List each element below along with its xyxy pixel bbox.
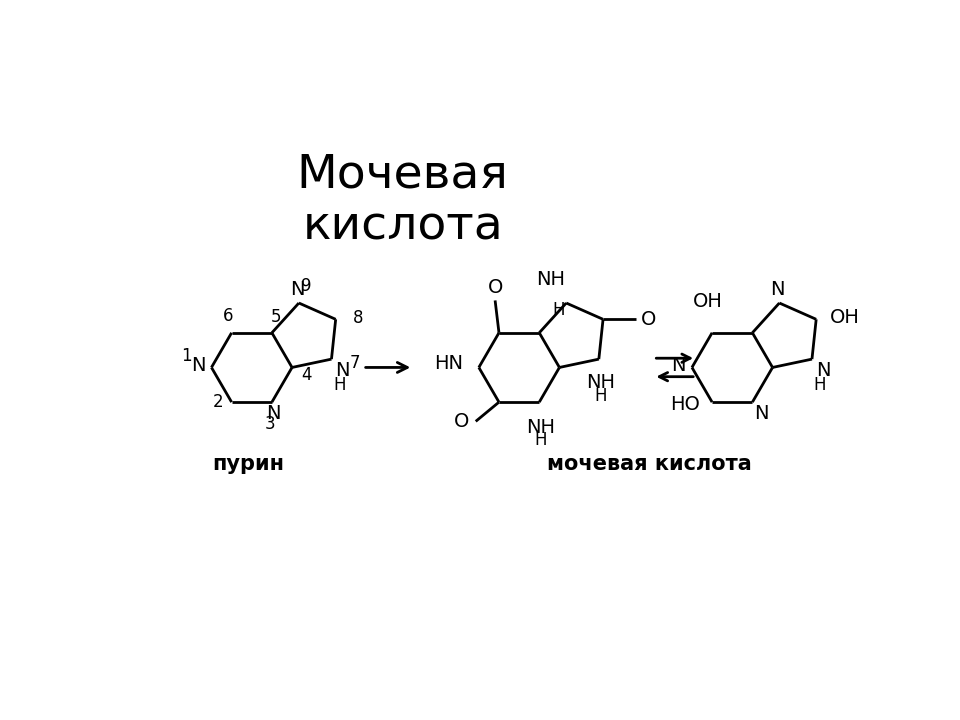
Text: 4: 4 [300,366,311,384]
Text: N: N [671,356,685,374]
Text: H: H [552,301,564,319]
Text: OH: OH [693,292,723,311]
Text: H: H [535,431,547,449]
Text: 2: 2 [212,393,223,411]
Text: OH: OH [830,308,860,328]
Text: 7: 7 [349,354,360,372]
Text: N: N [754,405,768,423]
Text: H: H [333,376,346,394]
Text: H: H [594,387,607,405]
Text: NH: NH [526,418,555,436]
Text: N: N [266,404,280,423]
Text: HO: HO [671,395,701,414]
Text: Мочевая
кислота: Мочевая кислота [297,153,509,250]
Text: N: N [335,361,349,379]
Text: мочевая кислота: мочевая кислота [546,454,752,474]
Text: NH: NH [586,373,615,392]
Text: HN: HN [434,354,464,373]
Text: N: N [771,280,785,300]
Text: 1: 1 [181,347,192,365]
Text: NH: NH [536,270,564,289]
Text: N: N [816,361,830,379]
Text: O: O [641,310,657,329]
Text: O: O [488,278,503,297]
Text: H: H [813,376,826,394]
Text: 5: 5 [271,308,281,326]
Text: N: N [191,356,205,375]
Text: 3: 3 [265,415,276,433]
Text: 6: 6 [223,307,233,325]
Text: 8: 8 [352,309,363,327]
Text: O: O [454,412,469,431]
Text: N: N [290,280,304,300]
Text: пурин: пурин [212,454,284,474]
Text: 9: 9 [301,277,312,295]
